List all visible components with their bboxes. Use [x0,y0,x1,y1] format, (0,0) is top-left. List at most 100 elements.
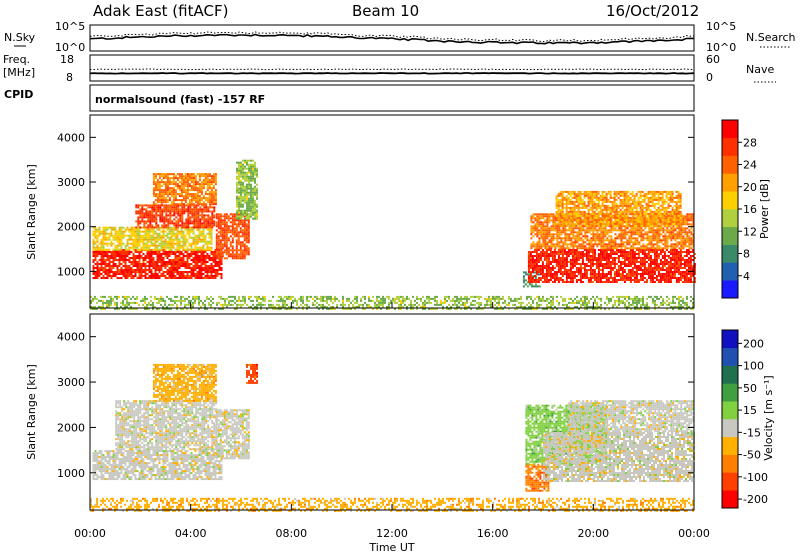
heatmap-cell [112,267,115,269]
heatmap-cell [208,271,211,273]
heatmap-cell [136,263,139,265]
heatmap-cell [164,183,167,186]
heatmap-cell [611,279,614,281]
heatmap-cell [545,265,548,267]
heatmap-cell [176,203,179,206]
heatmap-cell [665,263,668,265]
heatmap-cell [250,209,252,212]
heatmap-cell [613,257,616,259]
heatmap-cell [166,228,169,231]
heatmap-cell [214,263,217,265]
heatmap-cell [638,229,641,232]
heatmap-cell [626,227,629,230]
heatmap-cell [140,257,143,259]
heatmap-cell [579,281,582,283]
heatmap-cell [662,237,665,240]
heatmap-cell [567,261,570,263]
heatmap-cell [196,277,199,279]
heatmap-cell [176,232,179,235]
heatmap-cell [166,173,169,176]
heatmap-cell [108,261,111,263]
heatmap-cell [156,187,159,190]
heatmap-cell [247,221,250,224]
heatmap-cell [244,161,246,164]
heatmap-cell [593,277,596,279]
heatmap-cell [214,177,217,180]
heatmap-cell [205,206,208,209]
heatmap-cell [252,159,254,162]
heatmap-cell [164,181,167,184]
heatmap-cell [603,255,606,257]
heatmap-cell [593,273,596,275]
heatmap-cell [243,227,246,230]
heatmap-cell [197,218,200,221]
heatmap-cell [549,273,552,275]
heatmap-cell [607,265,610,267]
heatmap-cell [669,275,672,277]
heatmap-cell [642,239,645,242]
heatmap-cell [216,265,219,267]
heatmap-cell [134,257,137,259]
heatmap-cell [139,216,142,219]
heatmap-cell [154,189,157,192]
heatmap-cell [190,187,193,190]
heatmap-cell [192,203,195,206]
heatmap-cell [138,273,141,275]
heatmap-cell [118,238,121,241]
heatmap-cell [212,173,215,176]
heatmap-cell [679,257,682,259]
heatmap-cell [543,279,546,281]
heatmap-cell [176,265,179,267]
heatmap-cell [256,215,258,218]
heatmap-cell [615,251,618,253]
heatmap-cell [616,247,619,250]
heatmap-cell [175,206,178,209]
heatmap-cell [634,213,637,216]
heatmap-cell [665,255,668,257]
heatmap-cell [242,203,244,206]
heatmap-cell [160,234,163,237]
heatmap-cell [685,275,688,277]
heatmap-cell [653,273,656,275]
heatmap-cell [176,242,179,245]
heatmap-cell [206,244,209,247]
heatmap-cell [172,201,175,204]
heatmap-cell [614,229,617,232]
heatmap-cell [180,195,183,198]
heatmap-cell [664,233,667,236]
heatmap-cell [128,275,131,277]
heatmap-cell [188,228,191,231]
heatmap-cell [524,273,527,276]
heatmap-cell [651,279,654,281]
heatmap-cell [546,223,549,226]
heatmap-cell [567,255,570,257]
heatmap-cell [247,237,250,240]
heatmap-cell [193,208,196,211]
heatmap-cell [200,185,203,188]
heatmap-cell [225,229,228,232]
heatmap-cell [602,233,605,236]
heatmap-cell [134,230,137,233]
heatmap-cell [138,248,141,251]
heatmap-cell [550,219,553,222]
heatmap-cell [182,236,185,239]
heatmap-cell [174,257,177,259]
heatmap-cell [256,167,258,170]
heatmap-cell [256,203,258,206]
heatmap-cell [231,219,234,222]
heatmap-cell [164,242,167,245]
heatmap-cell [128,259,131,261]
heatmap-cell [214,189,217,192]
heatmap-cell [566,243,569,246]
heatmap-cell [577,279,580,281]
heatmap-cell [122,255,125,257]
heatmap-cell [102,244,105,247]
heatmap-cell [202,255,205,257]
heatmap-cell [654,235,657,238]
heatmap-cell [173,204,176,207]
heatmap-cell [154,244,157,247]
heatmap-cell [162,197,165,200]
heatmap-cell [236,167,238,170]
heatmap-cell [556,237,559,240]
heatmap-cell [206,175,209,178]
